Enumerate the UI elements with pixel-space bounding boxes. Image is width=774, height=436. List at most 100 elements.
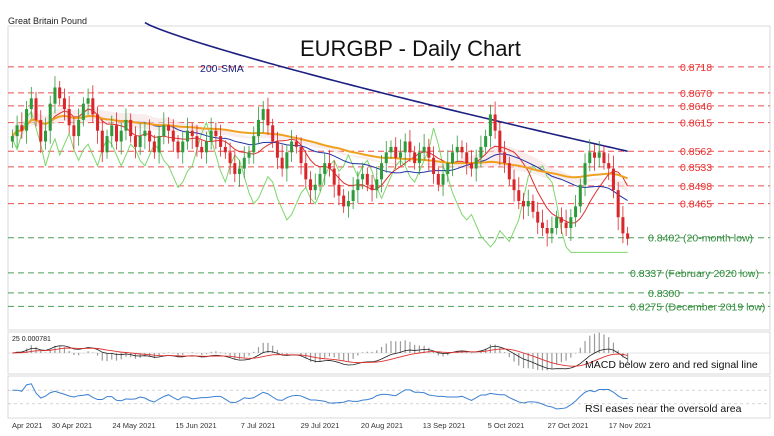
candle-body-62	[304, 163, 308, 180]
candle-body-2	[20, 125, 24, 131]
candle-body-59	[290, 141, 294, 153]
candle-body-57	[280, 157, 284, 169]
candle-body-91	[441, 173, 445, 185]
main-panel-frame	[7, 25, 771, 331]
macd-header: 25 0.000781	[12, 336, 51, 343]
candle-body-24	[124, 119, 128, 131]
x-tick-label-7: 13 Sep 2021	[423, 421, 466, 430]
candle-body-93	[451, 152, 455, 164]
candle-body-52	[256, 119, 260, 137]
candle-body-116	[559, 217, 563, 223]
x-tick-label-1: 30 Apr 2021	[52, 421, 92, 430]
candle-body-39	[195, 136, 199, 147]
tenkan-line	[11, 108, 629, 224]
ichimoku-cloud-layer	[12, 107, 628, 193]
candle-body-45	[223, 146, 227, 153]
candle-body-110	[531, 200, 535, 212]
rsi-note: RSI eases near the oversold area	[585, 403, 742, 415]
candle-body-121	[583, 163, 587, 185]
chikou-span-line	[11, 110, 628, 253]
candle-body-32	[162, 125, 166, 137]
candle-body-118	[569, 217, 573, 228]
candle-body-129	[621, 217, 625, 234]
candle-body-53	[261, 109, 265, 120]
candle-body-44	[219, 136, 223, 147]
candle-body-114	[550, 228, 554, 234]
resistance-level-label-5: 0.8533	[680, 162, 712, 174]
candle-body-31	[157, 136, 161, 153]
candle-body-130	[626, 233, 630, 239]
candle-body-68	[332, 168, 336, 185]
candle-body-124	[597, 152, 601, 158]
x-tick-label-6: 20 Aug 2021	[361, 421, 403, 430]
x-tick-label-5: 29 Jul 2021	[301, 421, 340, 430]
candle-body-22	[114, 125, 119, 142]
candle-body-34	[171, 130, 175, 142]
candle-body-51	[252, 136, 256, 153]
candle-body-47	[233, 163, 237, 174]
candle-body-109	[526, 200, 530, 207]
candle-body-76	[370, 184, 374, 191]
candle-body-5	[34, 98, 38, 120]
candle-body-26	[133, 136, 137, 147]
candle-body-43	[214, 130, 218, 137]
candle-body-95	[460, 146, 464, 153]
rsi-line	[12, 383, 628, 410]
candle-body-1	[15, 125, 19, 137]
candle-body-14	[77, 119, 81, 137]
candle-body-33	[167, 125, 171, 131]
sma-50-line	[11, 114, 628, 180]
rsi-panel-frame	[7, 375, 771, 419]
candle-body-50	[247, 152, 251, 158]
candle-body-67	[327, 163, 331, 169]
candle-body-96	[465, 152, 469, 164]
candle-body-117	[564, 222, 568, 228]
candle-body-72	[351, 190, 355, 201]
ichimoku-cloud	[12, 107, 628, 193]
candle-body-105	[507, 163, 511, 180]
candle-body-46	[228, 152, 232, 164]
candle-body-54	[266, 109, 270, 126]
candle-body-107	[517, 190, 521, 201]
indicator-lines-layer	[11, 21, 629, 253]
candle-body-85	[413, 152, 417, 164]
candle-body-12	[67, 109, 71, 126]
candle-body-69	[337, 184, 341, 196]
candle-body-108	[521, 200, 526, 207]
candle-body-81	[394, 146, 398, 158]
candle-body-126	[607, 163, 611, 169]
candle-body-78	[380, 163, 384, 180]
candle-body-15	[81, 103, 85, 120]
candle-body-71	[346, 200, 350, 207]
candle-body-100	[484, 136, 488, 147]
candle-body-35	[176, 141, 180, 153]
candle-body-60	[294, 141, 298, 147]
candle-body-99	[479, 146, 483, 158]
candle-body-40	[200, 146, 204, 153]
candle-body-27	[138, 136, 142, 147]
candle-body-103	[498, 130, 502, 153]
x-tick-label-4: 7 Jul 2021	[241, 421, 276, 430]
macd-layer	[8, 332, 770, 371]
candle-body-90	[436, 173, 440, 185]
candle-body-102	[493, 114, 497, 131]
x-tick-label-9: 27 Oct 2021	[548, 421, 589, 430]
candle-body-104	[503, 152, 507, 164]
candle-body-17	[91, 98, 95, 115]
candle-body-80	[389, 146, 393, 153]
candle-body-7	[43, 130, 48, 142]
support-level-label-3: 0.8275 (December 2019 low)	[630, 301, 765, 313]
candle-body-74	[361, 173, 365, 180]
candle-body-38	[190, 130, 194, 137]
candle-body-63	[309, 179, 313, 191]
candle-body-75	[365, 173, 369, 185]
candle-body-98	[474, 157, 478, 169]
candle-body-8	[48, 103, 52, 131]
candle-body-94	[455, 146, 459, 153]
candle-body-101	[488, 114, 492, 137]
candle-body-30	[152, 141, 156, 153]
candle-body-82	[398, 152, 402, 158]
